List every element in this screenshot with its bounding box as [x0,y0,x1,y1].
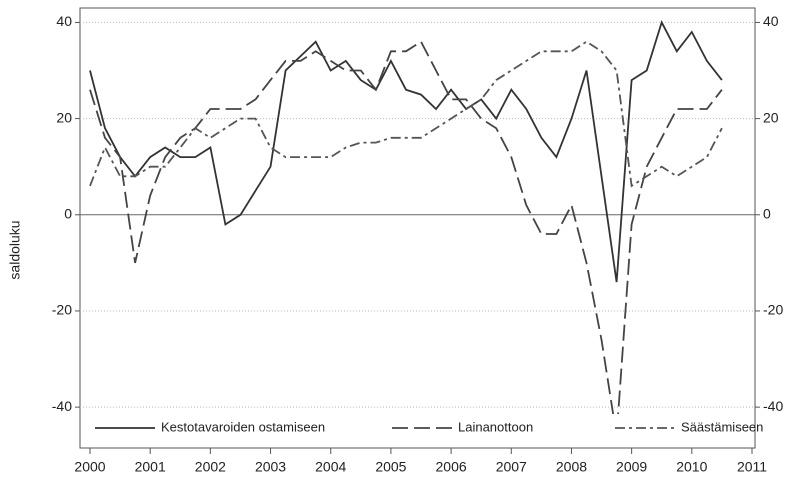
x-tick-label: 2000 [74,459,105,475]
legend-label: Lainanottoon [458,419,533,434]
x-tick-label: 2005 [375,459,406,475]
y-tick-label: 0 [64,205,72,221]
y2-tick-label: 0 [763,205,771,221]
y2-tick-label: -40 [763,398,783,414]
x-tick-label: 2009 [616,459,647,475]
y-tick-label: 40 [56,13,72,29]
x-tick-label: 2004 [315,459,346,475]
y-axis-label: saldoluku [7,220,23,279]
series-line [89,20,723,283]
x-tick-label: 2007 [496,459,527,475]
y2-tick-label: 40 [763,13,779,29]
y-tick-label: -20 [52,302,72,318]
legend-label: Kestotavaroiden ostamiseen [161,419,325,434]
y2-tick-label: 20 [763,109,779,125]
x-tick-label: 2011 [737,459,767,475]
legend-label: Säästämiseen [681,419,763,434]
x-tick-label: 2003 [255,459,286,475]
y2-tick-label: -20 [763,302,783,318]
x-tick-label: 2002 [195,459,226,475]
plot-frame [79,7,756,449]
y-tick-label: -40 [52,398,72,414]
x-tick-label: 2010 [676,459,707,475]
series-line [89,40,723,188]
x-tick-label: 2008 [556,459,587,475]
series-line [89,40,723,437]
x-tick-label: 2001 [135,459,166,475]
y-tick-label: 20 [56,109,72,125]
x-tick-label: 2006 [436,459,467,475]
